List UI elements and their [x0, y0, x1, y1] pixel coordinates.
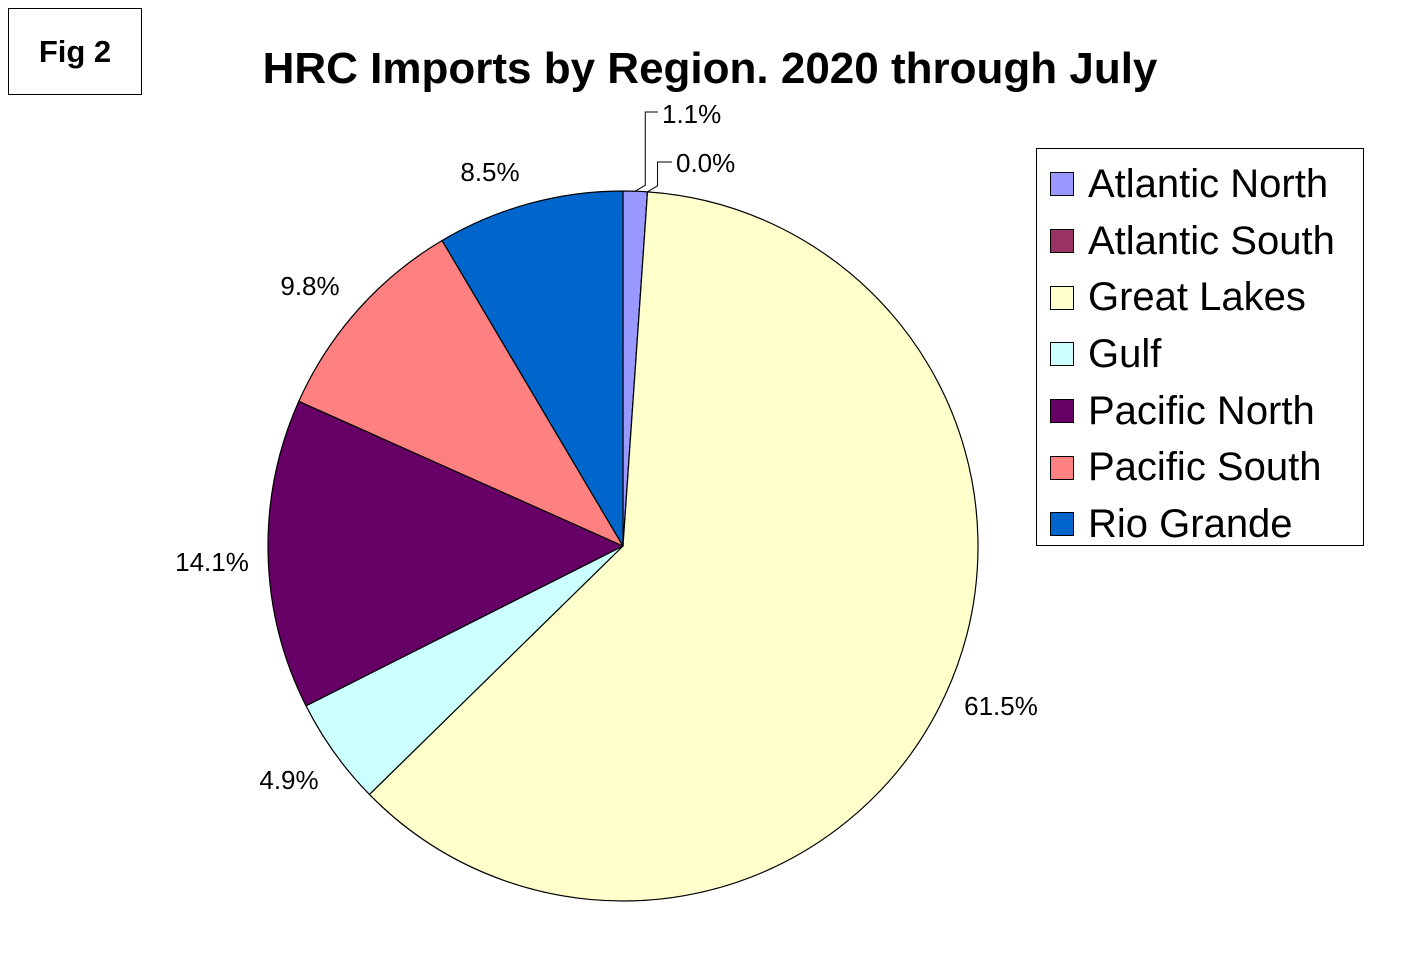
legend-item-pacific-south: Pacific South — [1037, 439, 1363, 496]
data-label-pacific-north: 14.1% — [175, 547, 249, 577]
pie-slice-great-lakes — [368, 191, 979, 902]
data-label-atlantic-north: 1.1% — [662, 99, 721, 129]
pie-labels: 1.1% 0.0% 61.5% 4.9% 14.1% 9.8% 8.5% — [175, 99, 1038, 795]
legend-item-pacific-north: Pacific North — [1037, 383, 1363, 440]
legend-swatch — [1050, 512, 1074, 537]
legend-label: Great Lakes — [1088, 275, 1306, 320]
legend-swatch — [1050, 229, 1074, 254]
figure-label: Fig 2 — [8, 8, 142, 95]
legend-label: Atlantic North — [1088, 161, 1329, 206]
legend-swatch — [1050, 399, 1074, 424]
legend-item-gulf: Gulf — [1037, 326, 1363, 383]
chart-legend: Atlantic North Atlantic South Great Lake… — [1036, 148, 1364, 546]
pie-slices — [267, 190, 979, 902]
legend-item-rio-grande: Rio Grande — [1037, 496, 1363, 553]
pie-slice-rio-grande — [441, 190, 624, 547]
legend-label: Pacific North — [1088, 388, 1315, 433]
data-label-atlantic-south: 0.0% — [676, 148, 735, 178]
leader-line-atlantic-north — [635, 111, 658, 192]
data-label-gulf: 4.9% — [259, 765, 318, 795]
legend-item-atlantic-south: Atlantic South — [1037, 213, 1363, 270]
legend-label: Pacific South — [1088, 445, 1322, 490]
legend-swatch — [1050, 342, 1074, 367]
legend-swatch — [1050, 285, 1074, 310]
data-label-great-lakes: 61.5% — [964, 691, 1038, 721]
pie-slice-pacific-south — [298, 239, 624, 547]
legend-item-great-lakes: Great Lakes — [1037, 269, 1363, 326]
legend-label: Rio Grande — [1088, 501, 1293, 546]
pie-slice-pacific-north — [267, 400, 624, 707]
data-label-rio-grande: 8.5% — [460, 157, 519, 187]
leader-line-atlantic-south — [647, 161, 672, 193]
legend-label: Gulf — [1088, 331, 1162, 376]
chart-title: HRC Imports by Region. 2020 through July — [262, 44, 1158, 93]
leader-lines — [635, 111, 672, 193]
data-label-pacific-south: 9.8% — [280, 271, 339, 301]
legend-label: Atlantic South — [1088, 218, 1335, 263]
legend-swatch — [1050, 455, 1074, 480]
legend-swatch — [1050, 172, 1074, 197]
legend-item-atlantic-north: Atlantic North — [1037, 156, 1363, 213]
